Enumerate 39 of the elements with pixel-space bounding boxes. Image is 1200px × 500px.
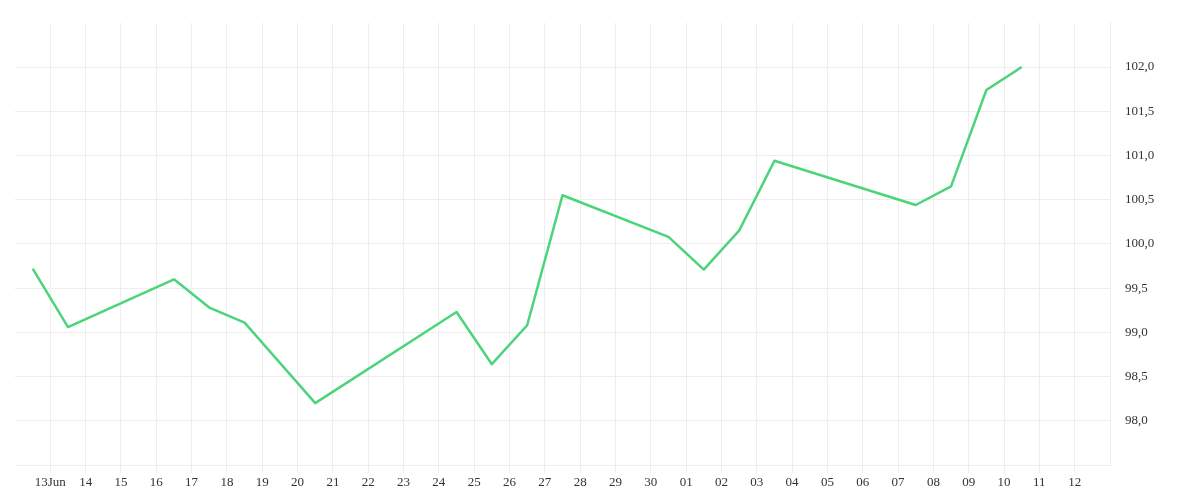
x-tick-label: 23: [397, 474, 411, 490]
y-tick-label: 100,5: [1125, 191, 1155, 207]
y-tick-label: 99,5: [1125, 279, 1148, 295]
x-tick-label: 14: [79, 474, 93, 490]
x-tick-label: 29: [608, 474, 622, 490]
x-tick-label: 20: [291, 474, 305, 490]
x-tick-label: 03: [750, 474, 764, 490]
x-tick-label: 27: [538, 474, 552, 490]
x-tick-label: 04: [785, 474, 800, 490]
x-tick-label: 11: [1033, 474, 1046, 490]
x-tick-label: 02: [714, 474, 728, 490]
y-tick-label: 99,0: [1125, 323, 1148, 339]
x-tick-label: 24: [432, 474, 446, 490]
y-tick-label: 100,0: [1125, 235, 1155, 251]
x-tick-label: 15: [114, 474, 128, 490]
x-tick-label: 10: [997, 474, 1011, 490]
x-tick-label: 21: [326, 474, 340, 490]
x-tick-label: 16: [149, 474, 164, 490]
y-tick-label: 98,0: [1125, 412, 1148, 428]
y-tick-label: 101,5: [1125, 102, 1155, 118]
x-tick-label: 18: [220, 474, 234, 490]
x-tick-label: 08: [926, 474, 940, 490]
y-tick-label: 98,5: [1125, 367, 1148, 383]
x-tick-label: 13Jun: [34, 474, 67, 490]
x-tick-label: 28: [573, 474, 587, 490]
x-tick-label: 22: [361, 474, 375, 490]
x-tick-label: 19: [255, 474, 269, 490]
x-tick-label: 26: [503, 474, 517, 490]
x-tick-label: 06: [856, 474, 870, 490]
x-tick-label: 01: [679, 474, 693, 490]
x-tick-label: 30: [644, 474, 658, 490]
x-tick-label: 07: [891, 474, 906, 490]
y-tick-label: 102,0: [1125, 58, 1155, 74]
x-tick-label: 17: [185, 474, 199, 490]
x-tick-label: 09: [962, 474, 976, 490]
x-tick-label: 25: [467, 474, 481, 490]
y-tick-label: 101,0: [1125, 146, 1155, 162]
x-tick-label: 12: [1068, 474, 1082, 490]
x-tick-label: 05: [820, 474, 834, 490]
